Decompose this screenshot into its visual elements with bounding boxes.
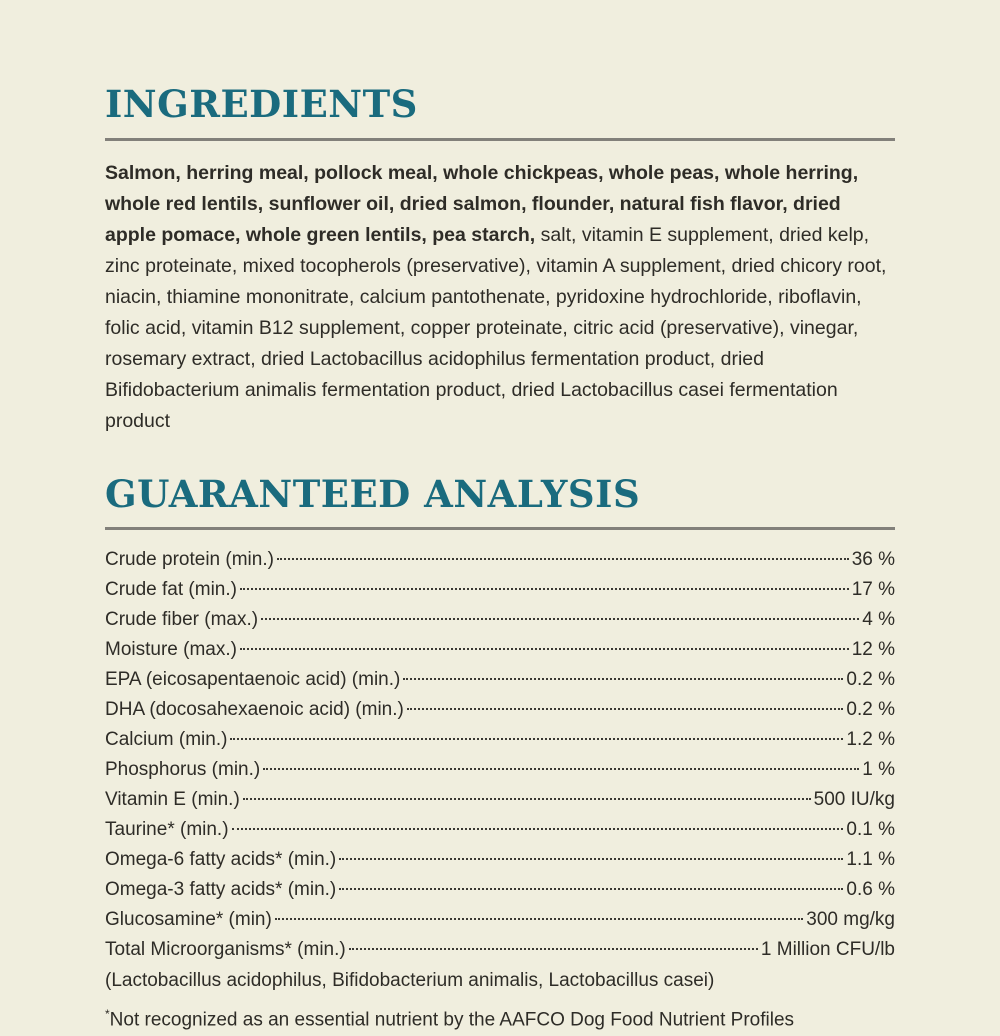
ingredients-title: INGREDIENTS xyxy=(105,82,418,126)
analysis-row: Total Microorganisms* (min.) 1 Million C… xyxy=(105,935,895,965)
analysis-label: Omega-3 fatty acids* (min.) xyxy=(105,879,337,901)
analysis-value: 1.2 % xyxy=(846,729,895,751)
analysis-row: Phosphorus (min.) 1 % xyxy=(105,755,895,785)
analysis-row: Crude fiber (max.) 4 % xyxy=(105,605,895,635)
ingredients-text: Salmon, herring meal, pollock meal, whol… xyxy=(105,158,895,437)
analysis-value: 500 IU/kg xyxy=(813,789,895,811)
guaranteed-analysis-section: GUARANTEED ANALYSIS Crude protein (min.)… xyxy=(105,471,895,1036)
microorganisms-detail: (Lactobacillus acidophilus, Bifidobacter… xyxy=(105,970,715,992)
analysis-label: Omega-6 fatty acids* (min.) xyxy=(105,849,337,871)
analysis-label: Total Microorganisms* (min.) xyxy=(105,939,346,961)
analysis-label: Crude protein (min.) xyxy=(105,549,274,571)
dot-leader xyxy=(261,618,860,621)
analysis-value: 1 % xyxy=(862,759,895,781)
ingredients-secondary-list: salt, vitamin E supplement, dried kelp, … xyxy=(105,223,887,432)
analysis-row: Crude fat (min.) 17 % xyxy=(105,575,895,605)
dot-leader xyxy=(263,768,860,771)
analysis-label: Calcium (min.) xyxy=(105,729,228,751)
section-rule xyxy=(105,527,895,531)
analysis-row: Omega-6 fatty acids* (min.) 1.1 % xyxy=(105,845,895,875)
analysis-row: Glucosamine* (min) 300 mg/kg xyxy=(105,905,895,935)
dot-leader xyxy=(403,678,844,681)
dot-leader xyxy=(231,828,844,831)
analysis-label: Glucosamine* (min) xyxy=(105,909,272,931)
footnote-text: Not recognized as an essential nutrient … xyxy=(109,1009,795,1031)
analysis-label: Taurine* (min.) xyxy=(105,819,229,841)
analysis-label: Crude fiber (max.) xyxy=(105,609,259,631)
analysis-row: Crude protein (min.) 36 % xyxy=(105,545,895,575)
dot-leader xyxy=(239,588,849,591)
analysis-row: Omega-3 fatty acids* (min.) 0.6 % xyxy=(105,875,895,905)
label-panel: INGREDIENTS Salmon, herring meal, polloc… xyxy=(105,84,895,1031)
analysis-value: 36 % xyxy=(851,549,895,571)
analysis-value: 4 % xyxy=(862,609,895,631)
analysis-value: 12 % xyxy=(851,639,895,661)
analysis-label: Phosphorus (min.) xyxy=(105,759,261,781)
analysis-label: EPA (eicosapentaenoic acid) (min.) xyxy=(105,669,401,691)
dot-leader xyxy=(230,738,844,741)
dot-leader xyxy=(348,948,758,951)
analysis-value: 0.6 % xyxy=(846,879,895,901)
analysis-label: Moisture (max.) xyxy=(105,639,237,661)
dot-leader xyxy=(276,558,849,561)
analysis-value: 17 % xyxy=(851,579,895,601)
section-rule xyxy=(105,137,895,141)
analysis-row: Moisture (max.) 12 % xyxy=(105,635,895,665)
ingredients-primary-list: Salmon, herring meal, pollock meal, whol… xyxy=(105,161,859,246)
guaranteed-analysis-title: GUARANTEED ANALYSIS xyxy=(105,471,641,516)
analysis-label: Crude fat (min.) xyxy=(105,579,237,601)
analysis-row: Taurine* (min.) 0.1 % xyxy=(105,815,895,845)
analysis-value: 0.2 % xyxy=(846,669,895,691)
dot-leader xyxy=(406,708,844,711)
dot-leader xyxy=(242,798,811,801)
analysis-value: 1 Million CFU/lb xyxy=(760,939,895,961)
ingredients-section: INGREDIENTS Salmon, herring meal, polloc… xyxy=(105,84,895,437)
dot-leader xyxy=(339,888,844,891)
dot-leader xyxy=(274,918,804,921)
dot-leader xyxy=(339,858,844,861)
analysis-row: Vitamin E (min.) 500 IU/kg xyxy=(105,785,895,815)
analysis-row: DHA (docosahexaenoic acid) (min.) 0.2 % xyxy=(105,695,895,725)
analysis-label: DHA (docosahexaenoic acid) (min.) xyxy=(105,699,404,721)
analysis-row: EPA (eicosapentaenoic acid) (min.) 0.2 % xyxy=(105,665,895,695)
analysis-row: Calcium (min.) 1.2 % xyxy=(105,725,895,755)
analysis-value: 0.1 % xyxy=(846,819,895,841)
analysis-value: 0.2 % xyxy=(846,699,895,721)
footnote: *Not recognized as an essential nutrient… xyxy=(105,999,895,1035)
analysis-value: 300 mg/kg xyxy=(806,909,895,931)
analysis-label: Vitamin E (min.) xyxy=(105,789,240,811)
analysis-value: 1.1 % xyxy=(846,849,895,871)
dot-leader xyxy=(239,648,849,651)
guaranteed-analysis-table: Crude protein (min.) 36 % Crude fat (min… xyxy=(105,545,895,965)
